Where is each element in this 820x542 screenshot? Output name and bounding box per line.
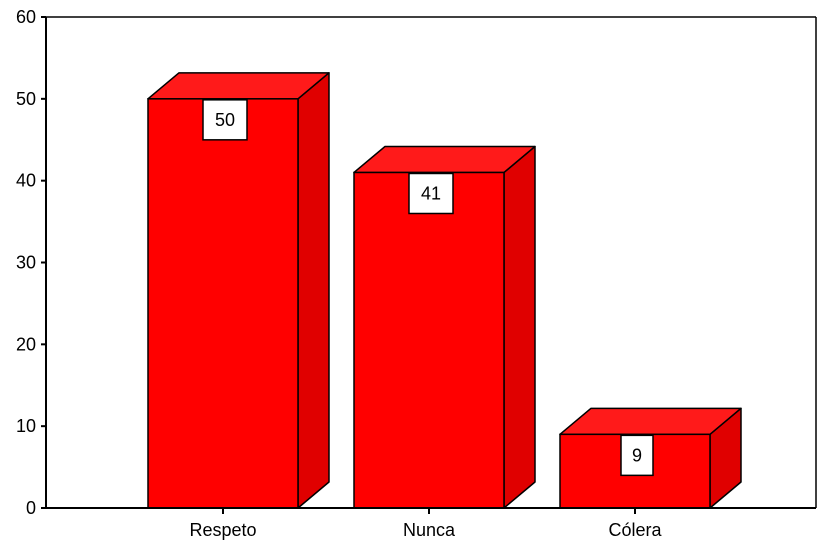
y-tick-label: 30 <box>16 253 36 273</box>
data-label: 41 <box>408 172 454 215</box>
x-category-label: Respeto <box>189 520 256 540</box>
x-category-label: Nunca <box>403 520 456 540</box>
bar-top <box>147 72 330 100</box>
bar-2: 41 <box>353 145 536 509</box>
data-label-box <box>620 434 654 477</box>
data-label: 50 <box>202 99 248 141</box>
y-tick-label: 0 <box>26 498 36 518</box>
bar-front <box>147 98 299 509</box>
y-tick-label: 20 <box>16 334 36 354</box>
bars-group: 50 41 9 <box>147 72 742 509</box>
y-tick-label: 60 <box>16 7 36 27</box>
data-label: 9 <box>620 434 654 477</box>
y-axis: 0 10 20 30 40 50 60 <box>16 7 47 518</box>
bar-3: 9 <box>559 407 742 509</box>
data-label-text: 9 <box>632 445 642 465</box>
data-label-box <box>408 172 454 215</box>
y-tick-label: 40 <box>16 171 36 191</box>
bar-1: 50 <box>147 72 330 509</box>
x-category-label: Cólera <box>608 520 662 540</box>
bar-top <box>559 407 742 436</box>
data-label-text: 50 <box>215 110 235 130</box>
bar-front <box>353 171 505 509</box>
bar-top <box>353 145 536 174</box>
data-label-box <box>202 99 248 141</box>
x-axis: Respeto Nunca Cólera <box>46 507 816 540</box>
y-tick-label: 50 <box>16 89 36 109</box>
plot-frame <box>46 16 817 508</box>
y-tick-label: 10 <box>16 416 36 436</box>
data-label-text: 41 <box>421 183 441 203</box>
bar-side <box>297 72 330 509</box>
bar-side <box>503 145 536 509</box>
